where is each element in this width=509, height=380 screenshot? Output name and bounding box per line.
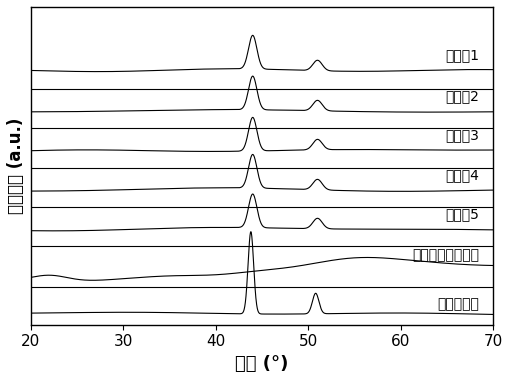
Text: 实施例3: 实施例3 — [445, 129, 478, 142]
X-axis label: 角度 (°): 角度 (°) — [235, 355, 288, 373]
Text: 实施例5: 实施例5 — [445, 207, 478, 221]
Text: 实施例4: 实施例4 — [445, 168, 478, 182]
Text: 手型聚席夫碗铁盐: 手型聚席夫碗铁盐 — [412, 249, 478, 262]
Y-axis label: 相对强度 (a.u.): 相对强度 (a.u.) — [7, 118, 25, 214]
Text: 纳米多孔碳: 纳米多孔碳 — [437, 297, 478, 311]
Text: 实施例1: 实施例1 — [445, 48, 478, 62]
Text: 实施例2: 实施例2 — [445, 89, 478, 103]
